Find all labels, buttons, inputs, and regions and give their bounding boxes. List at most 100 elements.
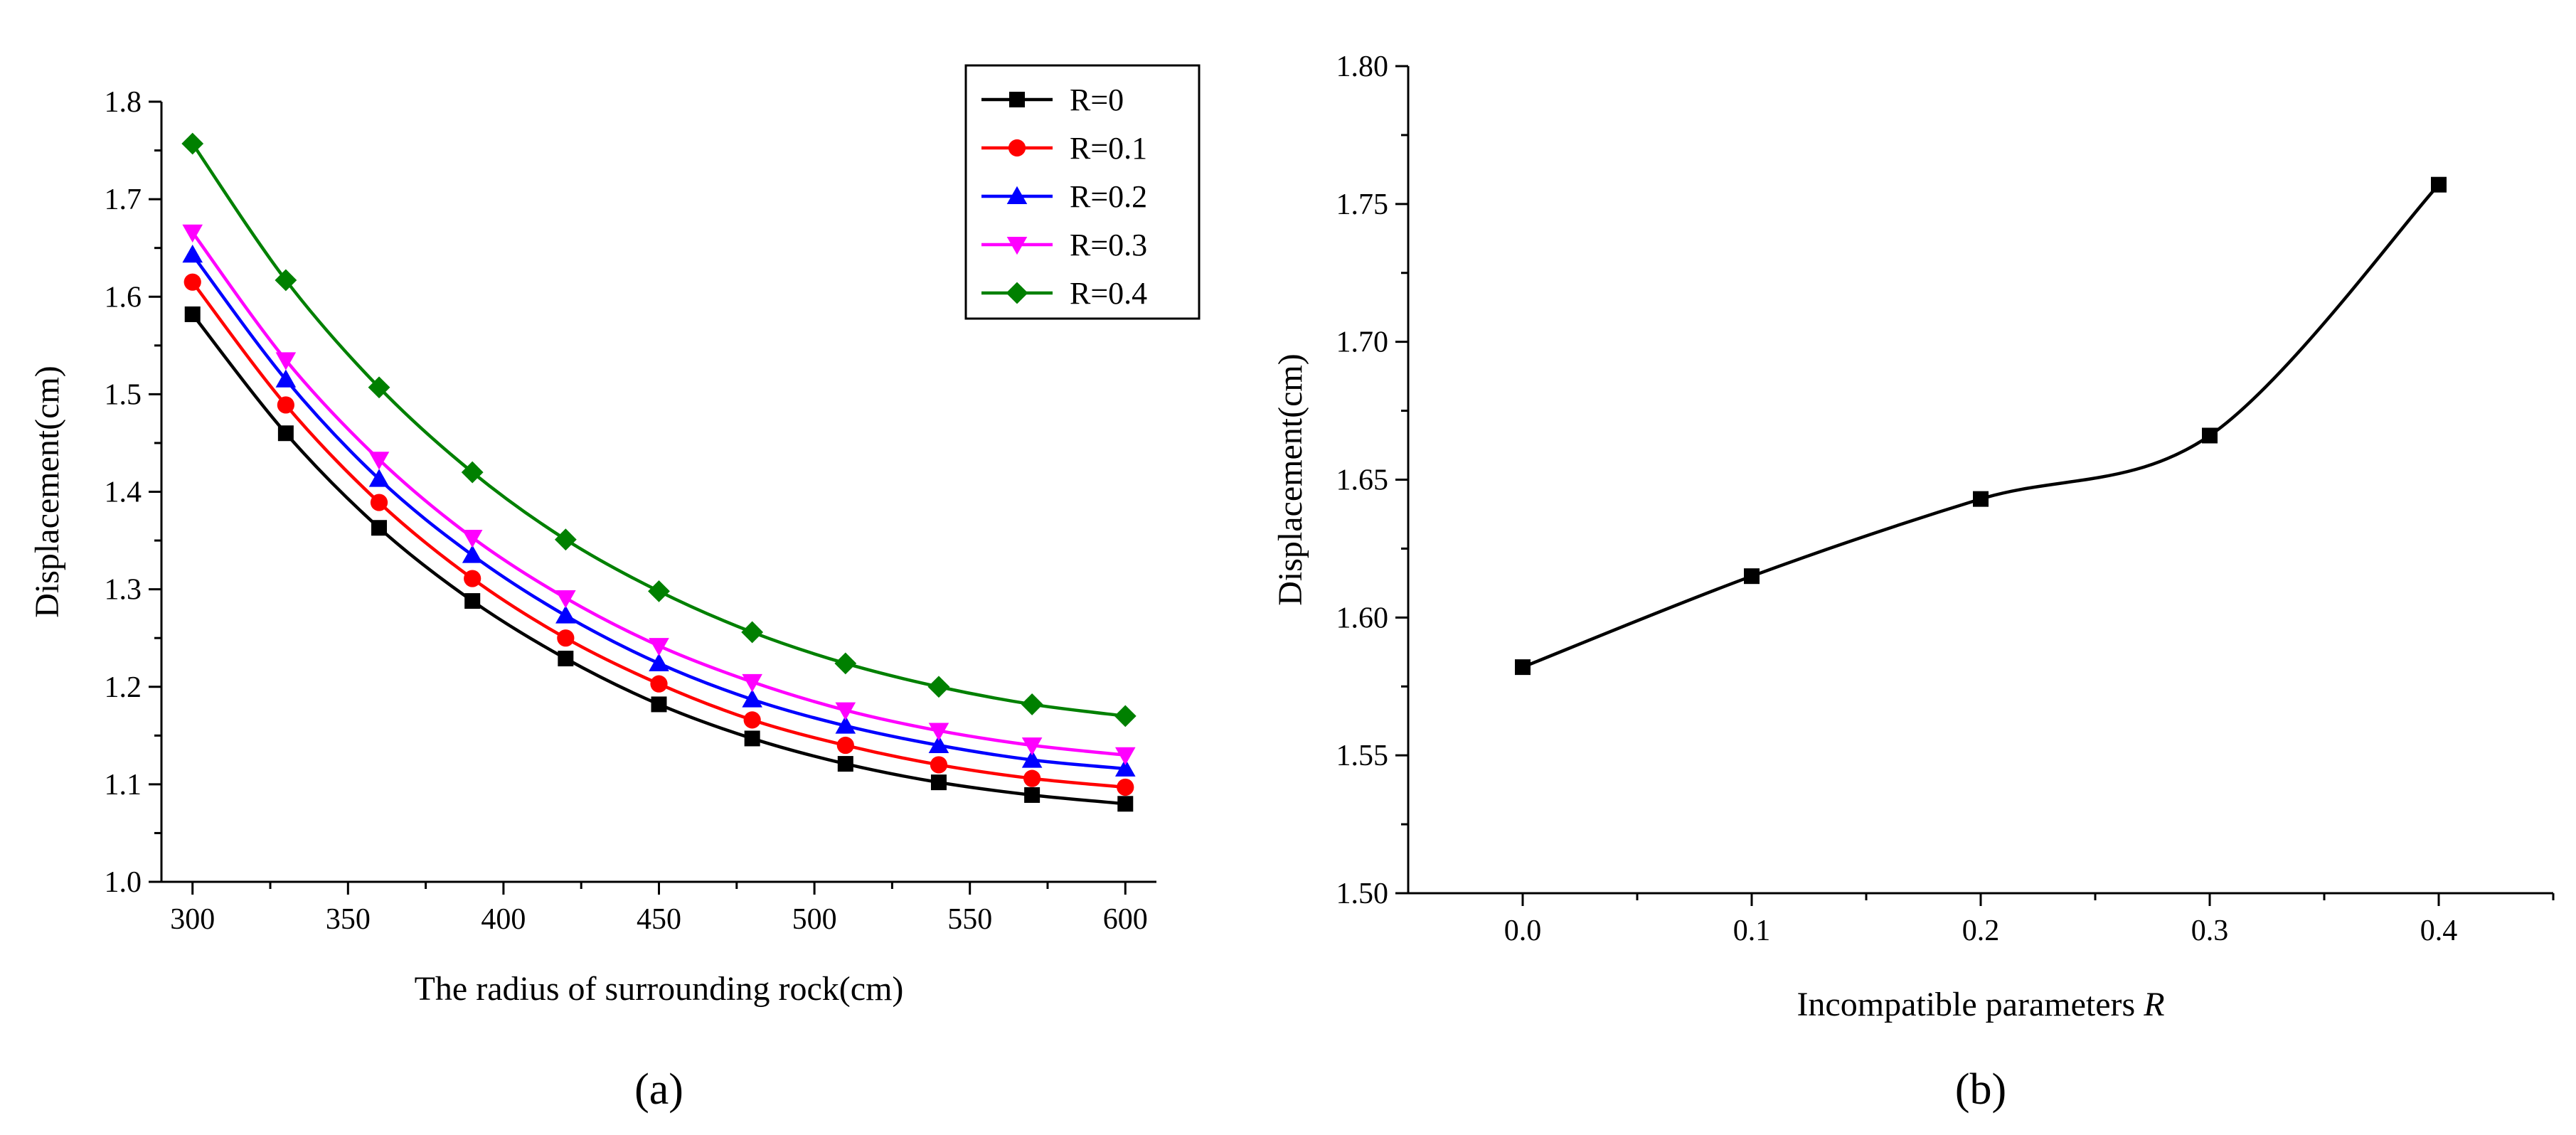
legend-item: R=0.3 bbox=[981, 228, 1147, 262]
data-point bbox=[742, 689, 762, 708]
data-point bbox=[1024, 787, 1040, 803]
data-point bbox=[368, 469, 390, 487]
legend-box bbox=[964, 64, 1201, 320]
data-point bbox=[277, 396, 294, 414]
data-point bbox=[1973, 491, 1989, 507]
y-tick-label: 1.55 bbox=[1336, 740, 1389, 772]
chart-panel-b: 1.50 1.55 1.60 1.65 1.70 1.75 1.80 0.0 0.1 0.2 0.3… bbox=[1272, 50, 2555, 1114]
legend-label: R=0.3 bbox=[1070, 228, 1147, 262]
x-tick-label: 0.3 bbox=[2191, 915, 2229, 947]
data-point bbox=[1117, 778, 1134, 796]
series-2 bbox=[182, 244, 1136, 777]
data-point bbox=[277, 425, 294, 442]
x-tick-label: 400 bbox=[481, 903, 526, 936]
y-tick-label: 1.0 bbox=[105, 866, 142, 899]
data-point bbox=[183, 273, 201, 291]
x-tick-label: 0.2 bbox=[1962, 915, 2000, 947]
data-point bbox=[182, 224, 203, 243]
series-line bbox=[191, 142, 1126, 718]
data-point bbox=[1744, 568, 1760, 585]
y-tick-label: 1.65 bbox=[1336, 464, 1389, 497]
data-point bbox=[649, 653, 669, 671]
legend-item: R=0.4 bbox=[981, 276, 1147, 311]
data-point bbox=[649, 638, 669, 656]
data-point bbox=[1114, 705, 1137, 728]
data-point bbox=[2202, 427, 2218, 444]
legend-marker bbox=[1006, 237, 1028, 255]
series-0 bbox=[184, 306, 1134, 812]
data-point bbox=[368, 376, 390, 399]
panel-label: (a) bbox=[634, 1065, 683, 1114]
y-tick-label: 1.6 bbox=[105, 281, 142, 314]
data-point bbox=[930, 756, 948, 774]
data-point bbox=[554, 528, 577, 551]
data-point bbox=[742, 673, 762, 693]
x-tick-label: 600 bbox=[1103, 903, 1148, 936]
series-line bbox=[1522, 183, 2440, 669]
series-3 bbox=[182, 224, 1136, 766]
data-point bbox=[557, 629, 575, 647]
legend-label: R=0.4 bbox=[1070, 276, 1147, 311]
data-point bbox=[555, 590, 576, 609]
data-point bbox=[462, 545, 483, 563]
legend-label: R=0.1 bbox=[1070, 131, 1147, 166]
legend-item: R=0 bbox=[981, 82, 1124, 117]
data-point bbox=[835, 715, 856, 734]
data-point bbox=[555, 605, 576, 624]
x-tick-label: 550 bbox=[947, 903, 992, 936]
x-tick-label: 0.0 bbox=[1504, 915, 1542, 947]
data-point bbox=[836, 736, 854, 755]
series-4 bbox=[181, 132, 1137, 728]
data-point bbox=[834, 652, 857, 675]
data-point bbox=[275, 269, 297, 292]
data-point bbox=[1021, 737, 1043, 756]
y-tick-label: 1.4 bbox=[105, 476, 142, 509]
y-tick-label: 1.2 bbox=[105, 671, 142, 704]
data-point bbox=[182, 244, 203, 263]
y-tick-label: 1.80 bbox=[1336, 50, 1389, 83]
x-axis-title: Incompatible parameters R bbox=[1797, 986, 2164, 1023]
data-point bbox=[558, 650, 574, 666]
y-tick-label: 1.3 bbox=[105, 574, 142, 607]
data-point bbox=[464, 593, 481, 609]
data-point bbox=[744, 730, 760, 747]
data-point bbox=[370, 494, 388, 511]
legend: R=0 R=0.1 R=0.2 R=0.3 R=0.4 bbox=[964, 64, 1201, 320]
data-point bbox=[368, 452, 390, 470]
y-tick-label: 1.7 bbox=[105, 183, 142, 216]
data-point bbox=[1515, 659, 1531, 676]
data-point bbox=[651, 696, 667, 713]
series-line bbox=[191, 281, 1126, 789]
data-point bbox=[1117, 796, 1134, 812]
x-axis-title-text: Incompatible parameters bbox=[1797, 986, 2135, 1023]
data-point bbox=[927, 676, 950, 698]
data-point bbox=[741, 621, 764, 644]
x-tick-label: 300 bbox=[170, 903, 215, 936]
y-axis-title: Displacement(cm) bbox=[1272, 353, 1309, 606]
x-axis-title: The radius of surrounding rock(cm) bbox=[415, 970, 904, 1008]
data-point bbox=[1023, 769, 1041, 787]
y-tick-label: 1.50 bbox=[1336, 878, 1389, 910]
chart-panel-a: 1.0 1.1 1.2 1.3 1.4 1.5 1.6 1.7 1.8 300 350 400 450 5… bbox=[28, 64, 1201, 1114]
data-point bbox=[184, 306, 201, 322]
data-point bbox=[928, 723, 949, 741]
data-point bbox=[1114, 747, 1136, 766]
data-point bbox=[371, 520, 388, 536]
legend-label: R=0 bbox=[1070, 82, 1124, 117]
x-axis-title-symbol: R bbox=[2143, 986, 2164, 1023]
legend-label: R=0.2 bbox=[1070, 179, 1147, 214]
data-point bbox=[650, 675, 668, 693]
data-point bbox=[461, 461, 484, 484]
data-point bbox=[275, 352, 297, 371]
data-point bbox=[835, 702, 856, 720]
data-point bbox=[928, 735, 949, 754]
data-point bbox=[930, 774, 947, 791]
y-axis-title: Displacement(cm) bbox=[28, 366, 66, 618]
data-point bbox=[464, 570, 481, 587]
data-point bbox=[743, 711, 761, 729]
series-line bbox=[191, 313, 1126, 806]
x-tick-label: 350 bbox=[326, 903, 371, 936]
data-point bbox=[462, 529, 483, 548]
panel-label: (b) bbox=[1955, 1065, 2006, 1114]
